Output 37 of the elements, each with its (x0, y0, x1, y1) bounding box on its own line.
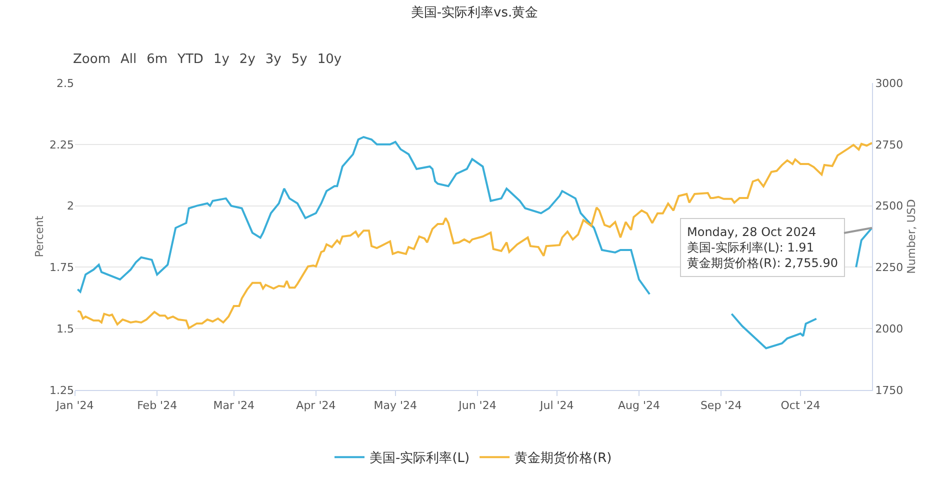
y2-tick-label: 2750 (875, 138, 904, 152)
x-tick-label: Feb '24 (137, 399, 178, 412)
x-tick-label: Mar '24 (213, 399, 255, 412)
chart-title: 美国-实际利率vs.黄金 (410, 4, 538, 20)
x-tick-label: Jan '24 (55, 399, 94, 412)
y-tick-label: 2.25 (50, 138, 74, 152)
x-tick-label: Jul '24 (539, 399, 574, 412)
text: 1y (212, 51, 230, 69)
text: 5y (290, 51, 308, 69)
y2-tick-label: 2250 (875, 261, 904, 274)
text: All (119, 51, 138, 69)
y-tick-label: 1.5 (56, 322, 74, 336)
y-tick-label: 2.5 (56, 76, 74, 90)
y2-tick-label: 1750 (875, 384, 904, 397)
text: 2y (238, 51, 256, 69)
y-tick-label: 2 (67, 200, 74, 213)
x-tick-label: Sep '24 (700, 399, 742, 412)
text: Zoom (72, 51, 112, 69)
x-tick-label: Aug '24 (618, 399, 660, 412)
x-tick-label: Apr '24 (296, 399, 336, 412)
legend-label: 美国-实际利率(L) (370, 450, 470, 466)
text: 10y (316, 51, 343, 69)
text: 6m (146, 51, 169, 69)
y-tick-label: 1.75 (50, 261, 74, 274)
x-tick-label: Oct '24 (780, 399, 820, 412)
y-axis-title: Percent (33, 215, 46, 258)
y2-tick-label: 3000 (875, 76, 904, 90)
y2-tick-label: 2000 (875, 322, 904, 336)
y-tick-label: 1.25 (50, 384, 74, 397)
legend-label: 黄金期货价格(R) (514, 451, 612, 466)
y2-axis-title: Number, USD (905, 199, 918, 274)
x-tick-label: Jun '24 (458, 399, 496, 412)
x-tick-label: May '24 (374, 399, 418, 412)
text: YTD (176, 51, 204, 69)
annotation: Monday, 28 Oct 2024 美国-实际利率(L): 1.91 黄金期货价格(R): 2,755.90 (687, 225, 838, 270)
y2-tick-label: 2500 (875, 200, 904, 213)
text: 3y (264, 51, 282, 69)
